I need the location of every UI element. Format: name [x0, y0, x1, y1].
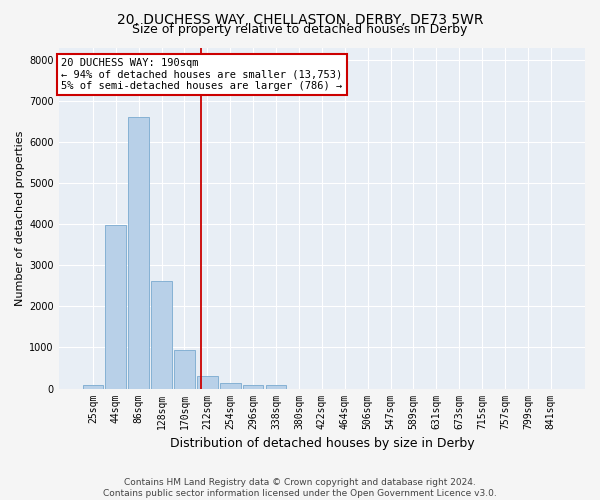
Text: 20, DUCHESS WAY, CHELLASTON, DERBY, DE73 5WR: 20, DUCHESS WAY, CHELLASTON, DERBY, DE73… — [117, 12, 483, 26]
Bar — [266, 386, 286, 388]
Bar — [106, 225, 126, 388]
X-axis label: Distribution of detached houses by size in Derby: Distribution of detached houses by size … — [170, 437, 474, 450]
Text: Size of property relative to detached houses in Derby: Size of property relative to detached ho… — [133, 22, 467, 36]
Text: 20 DUCHESS WAY: 190sqm
← 94% of detached houses are smaller (13,753)
5% of semi-: 20 DUCHESS WAY: 190sqm ← 94% of detached… — [61, 58, 343, 91]
Bar — [220, 384, 241, 388]
Bar — [83, 386, 103, 388]
Y-axis label: Number of detached properties: Number of detached properties — [15, 130, 25, 306]
Text: Contains HM Land Registry data © Crown copyright and database right 2024.
Contai: Contains HM Land Registry data © Crown c… — [103, 478, 497, 498]
Bar — [151, 281, 172, 388]
Bar — [243, 384, 263, 388]
Bar — [174, 350, 195, 389]
Bar — [197, 376, 218, 388]
Bar — [128, 118, 149, 388]
